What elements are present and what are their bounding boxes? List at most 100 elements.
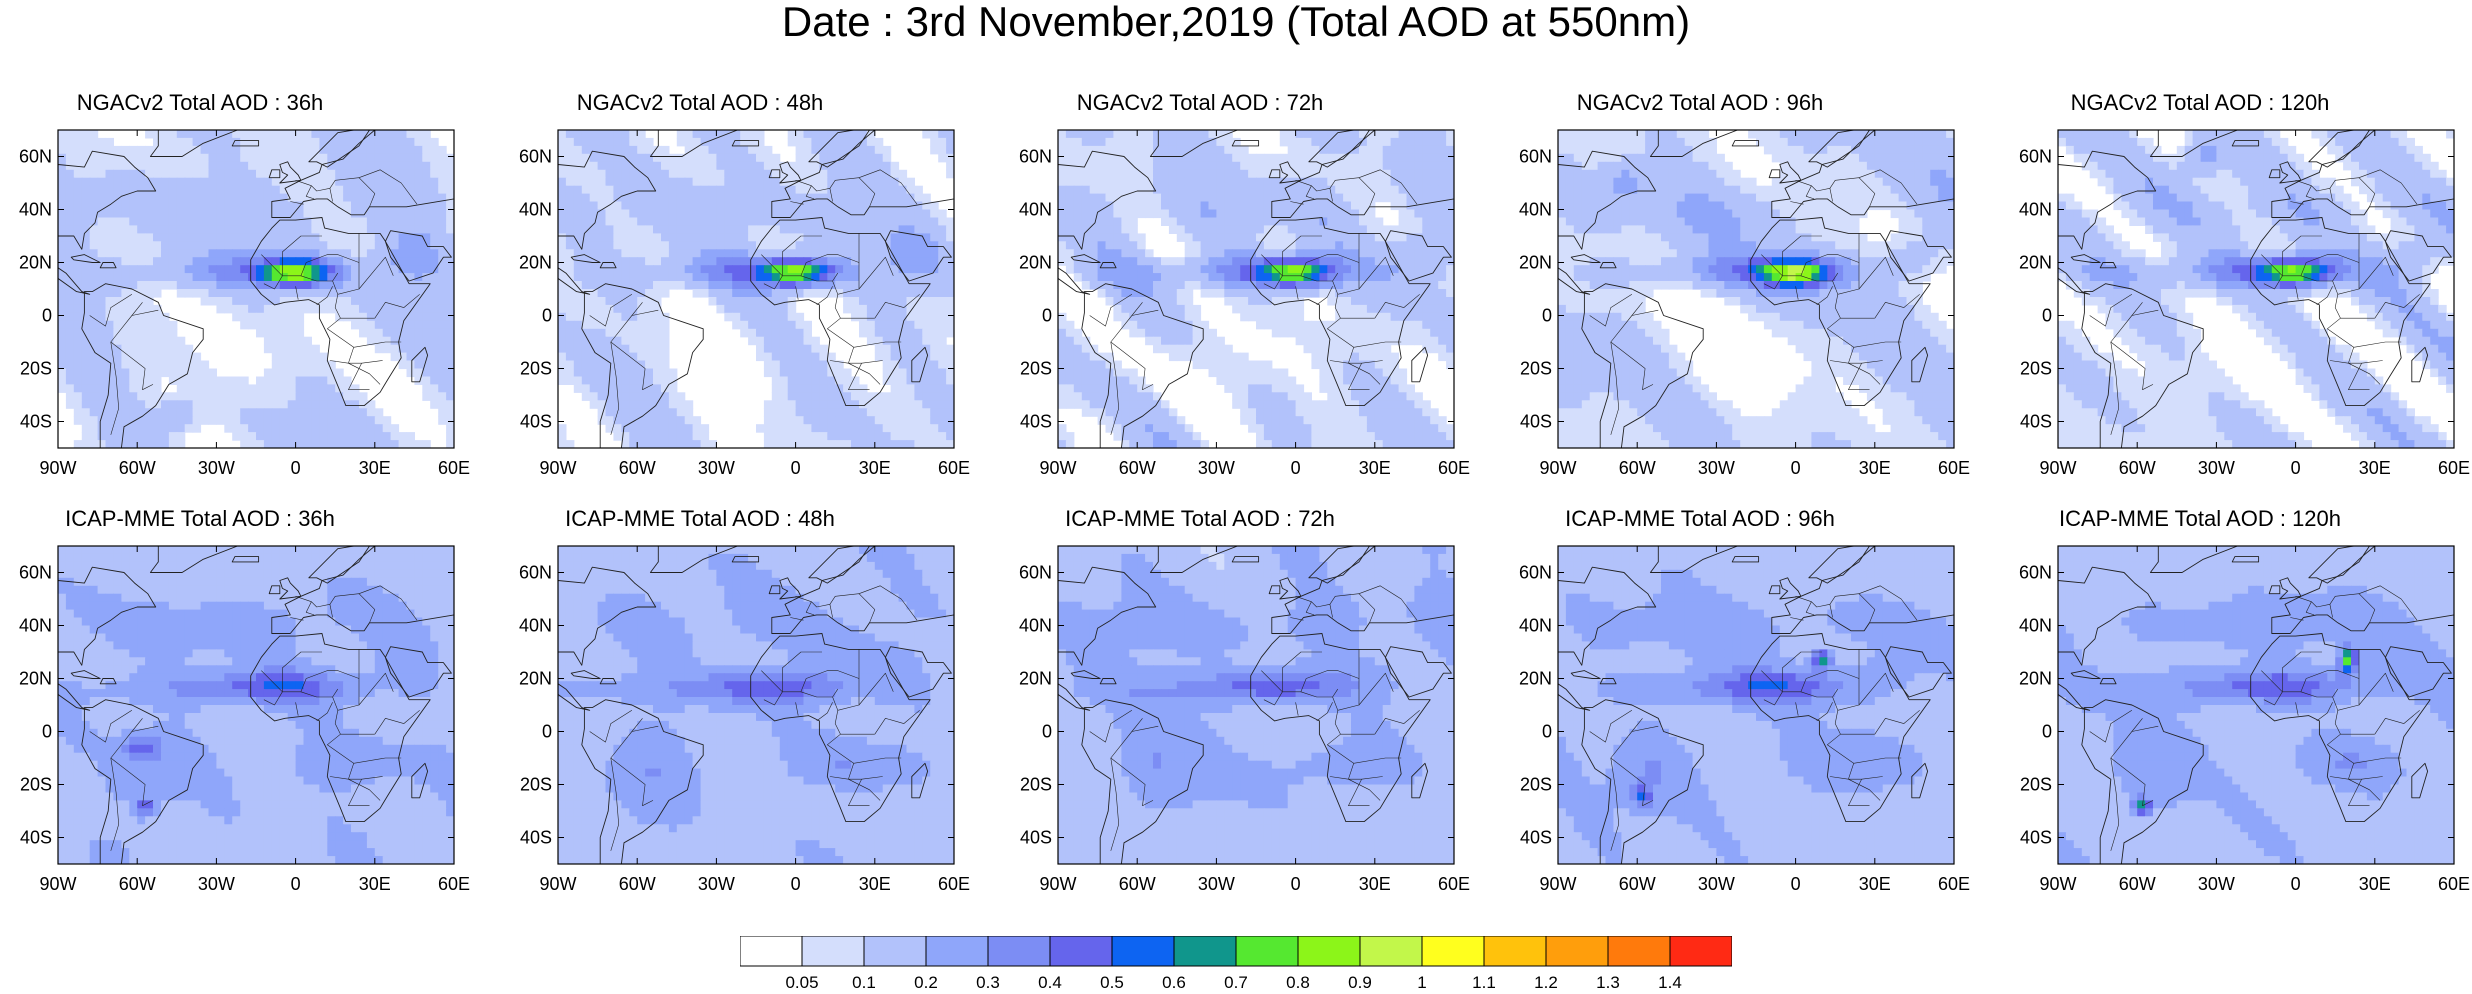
- colorbar-swatch: [801, 936, 865, 967]
- lon-tick-label: 60E: [2438, 458, 2470, 478]
- map-panel: ICAP-MME Total AOD : 96h 60N 40N 20N 0 20S 40S…: [1500, 504, 1970, 904]
- colorbar-label: 0.05: [785, 973, 818, 992]
- lat-tick-label: 0: [2042, 722, 2052, 742]
- aod-field: [1558, 130, 1954, 448]
- map-panel: NGACv2 Total AOD : 48h 60N 40N 20N 0 20S 40S 90…: [500, 88, 970, 488]
- lon-tick-label: 60W: [119, 874, 156, 894]
- colorbar: 0.05 0.1 0.2 0.3 0.4 0.5 0.6 0.7 0.8 0.9 1 1.1 1.2 1.…: [740, 936, 1732, 992]
- lon-tick-label: 0: [1291, 458, 1301, 478]
- lat-tick-label: 20N: [519, 253, 552, 273]
- colorbar-label: 0.8: [1286, 973, 1310, 992]
- map-frame: [2057, 129, 2455, 449]
- lat-tick-label: 20S: [20, 775, 52, 795]
- map-plot: 60N 40N 20N 0 20S 40S 90W 60W 30W 0 30E 60E: [1019, 129, 1470, 478]
- lon-tick-label: 30E: [859, 874, 891, 894]
- colorbar-label: 0.5: [1100, 973, 1124, 992]
- lon-tick-label: 60W: [119, 458, 156, 478]
- lon-tick-label: 90W: [1539, 458, 1576, 478]
- map-plot: 60N 40N 20N 0 20S 40S 90W 60W 30W 0 30E 60E: [1019, 545, 1470, 894]
- map-plot: 60N 40N 20N 0 20S 40S 90W 60W 30W 0 30E 60E: [2019, 129, 2470, 478]
- lon-tick-label: 60W: [619, 874, 656, 894]
- lat-tick-label: 40N: [519, 200, 552, 220]
- lat-tick-label: 0: [42, 306, 52, 326]
- lon-tick-label: 30W: [1698, 458, 1735, 478]
- lat-tick-label: 0: [1542, 306, 1552, 326]
- coastlines: [58, 546, 454, 864]
- lon-tick-label: 0: [1791, 458, 1801, 478]
- aod-field: [58, 130, 454, 448]
- lat-tick-label: 60N: [1519, 147, 1552, 167]
- aod-field: [558, 546, 954, 864]
- lon-tick-label: 30E: [859, 458, 891, 478]
- lat-tick-label: 40N: [2019, 616, 2052, 636]
- lon-tick-label: 60E: [938, 458, 970, 478]
- coastlines: [1558, 546, 1954, 864]
- map-frame: [1557, 129, 1955, 449]
- coastlines: [58, 130, 454, 448]
- lat-tick-label: 0: [542, 722, 552, 742]
- lat-tick-label: 60N: [2019, 147, 2052, 167]
- lon-tick-label: 60W: [1119, 458, 1156, 478]
- lon-tick-label: 30E: [2359, 458, 2391, 478]
- panel-title: NGACv2 Total AOD : 48h: [576, 90, 824, 115]
- colorbar-swatch: [925, 936, 989, 967]
- lon-tick-label: 60E: [1438, 458, 1470, 478]
- map-frame: [1057, 545, 1455, 865]
- map-plot: 60N 40N 20N 0 20S 40S 90W 60W 30W 0 30E 60E: [1519, 545, 1970, 894]
- map-panel: NGACv2 Total AOD : 72h 60N 40N 20N 0 20S 40S 90…: [1000, 88, 1470, 488]
- colorbar-label: 0.6: [1162, 973, 1186, 992]
- lon-tick-label: 60E: [438, 458, 470, 478]
- colorbar-swatch: [1607, 936, 1671, 967]
- map-frame: [557, 545, 955, 865]
- lat-tick-label: 40S: [2020, 828, 2052, 848]
- lat-tick-label: 20S: [20, 359, 52, 379]
- lat-tick-label: 20S: [2020, 775, 2052, 795]
- panel-title: ICAP-MME Total AOD : 36h: [65, 506, 335, 531]
- lon-tick-label: 0: [1791, 874, 1801, 894]
- lon-tick-label: 0: [2291, 458, 2301, 478]
- colorbar-label: 0.3: [976, 973, 1000, 992]
- map-panel: NGACv2 Total AOD : 36h 60N 40N 20N 0 20S 40S 90…: [0, 88, 470, 488]
- lat-tick-label: 40N: [1019, 616, 1052, 636]
- lon-tick-label: 30W: [2198, 874, 2235, 894]
- map-panel: NGACv2 Total AOD : 96h 60N 40N 20N 0 20S 40S 90…: [1500, 88, 1970, 488]
- lon-tick-label: 30E: [1859, 458, 1891, 478]
- colorbar-label: 0.7: [1224, 973, 1248, 992]
- map-plot: 60N 40N 20N 0 20S 40S 90W 60W 30W 0 30E 60E: [519, 129, 970, 478]
- lon-tick-label: 60E: [1938, 458, 1970, 478]
- coastlines: [2058, 130, 2454, 448]
- map-frame: [557, 129, 955, 449]
- panel-title: NGACv2 Total AOD : 120h: [2070, 90, 2330, 115]
- lat-tick-label: 20S: [2020, 359, 2052, 379]
- lat-tick-label: 20N: [19, 669, 52, 689]
- aod-field: [1058, 546, 1454, 864]
- lat-tick-label: 20S: [1520, 775, 1552, 795]
- lon-tick-label: 60W: [1619, 458, 1656, 478]
- colorbar-label: 1.3: [1596, 973, 1620, 992]
- colorbar-swatch: [1545, 936, 1609, 967]
- coastlines: [558, 546, 954, 864]
- lat-tick-label: 40S: [1520, 412, 1552, 432]
- lat-tick-label: 0: [542, 306, 552, 326]
- lon-tick-label: 30E: [2359, 874, 2391, 894]
- lon-tick-label: 30E: [359, 458, 391, 478]
- lon-tick-label: 90W: [1539, 874, 1576, 894]
- lat-tick-label: 40N: [1019, 200, 1052, 220]
- colorbar-swatch: [863, 936, 927, 967]
- lon-tick-label: 0: [291, 874, 301, 894]
- lon-tick-label: 60W: [2119, 874, 2156, 894]
- colorbar-label: 1.1: [1472, 973, 1496, 992]
- lon-tick-label: 0: [791, 874, 801, 894]
- map-panel: ICAP-MME Total AOD : 48h 60N 40N 20N 0 20S 40S…: [500, 504, 970, 904]
- lat-tick-label: 40S: [20, 412, 52, 432]
- lat-tick-label: 40N: [1519, 200, 1552, 220]
- lon-tick-label: 30E: [1859, 874, 1891, 894]
- lat-tick-label: 40S: [2020, 412, 2052, 432]
- lon-tick-label: 60W: [1119, 874, 1156, 894]
- lat-tick-label: 20N: [2019, 253, 2052, 273]
- lat-tick-label: 60N: [519, 563, 552, 583]
- lon-tick-label: 30E: [1359, 874, 1391, 894]
- lat-tick-label: 40N: [519, 616, 552, 636]
- lat-tick-label: 0: [42, 722, 52, 742]
- colorbar-swatch: [740, 936, 803, 967]
